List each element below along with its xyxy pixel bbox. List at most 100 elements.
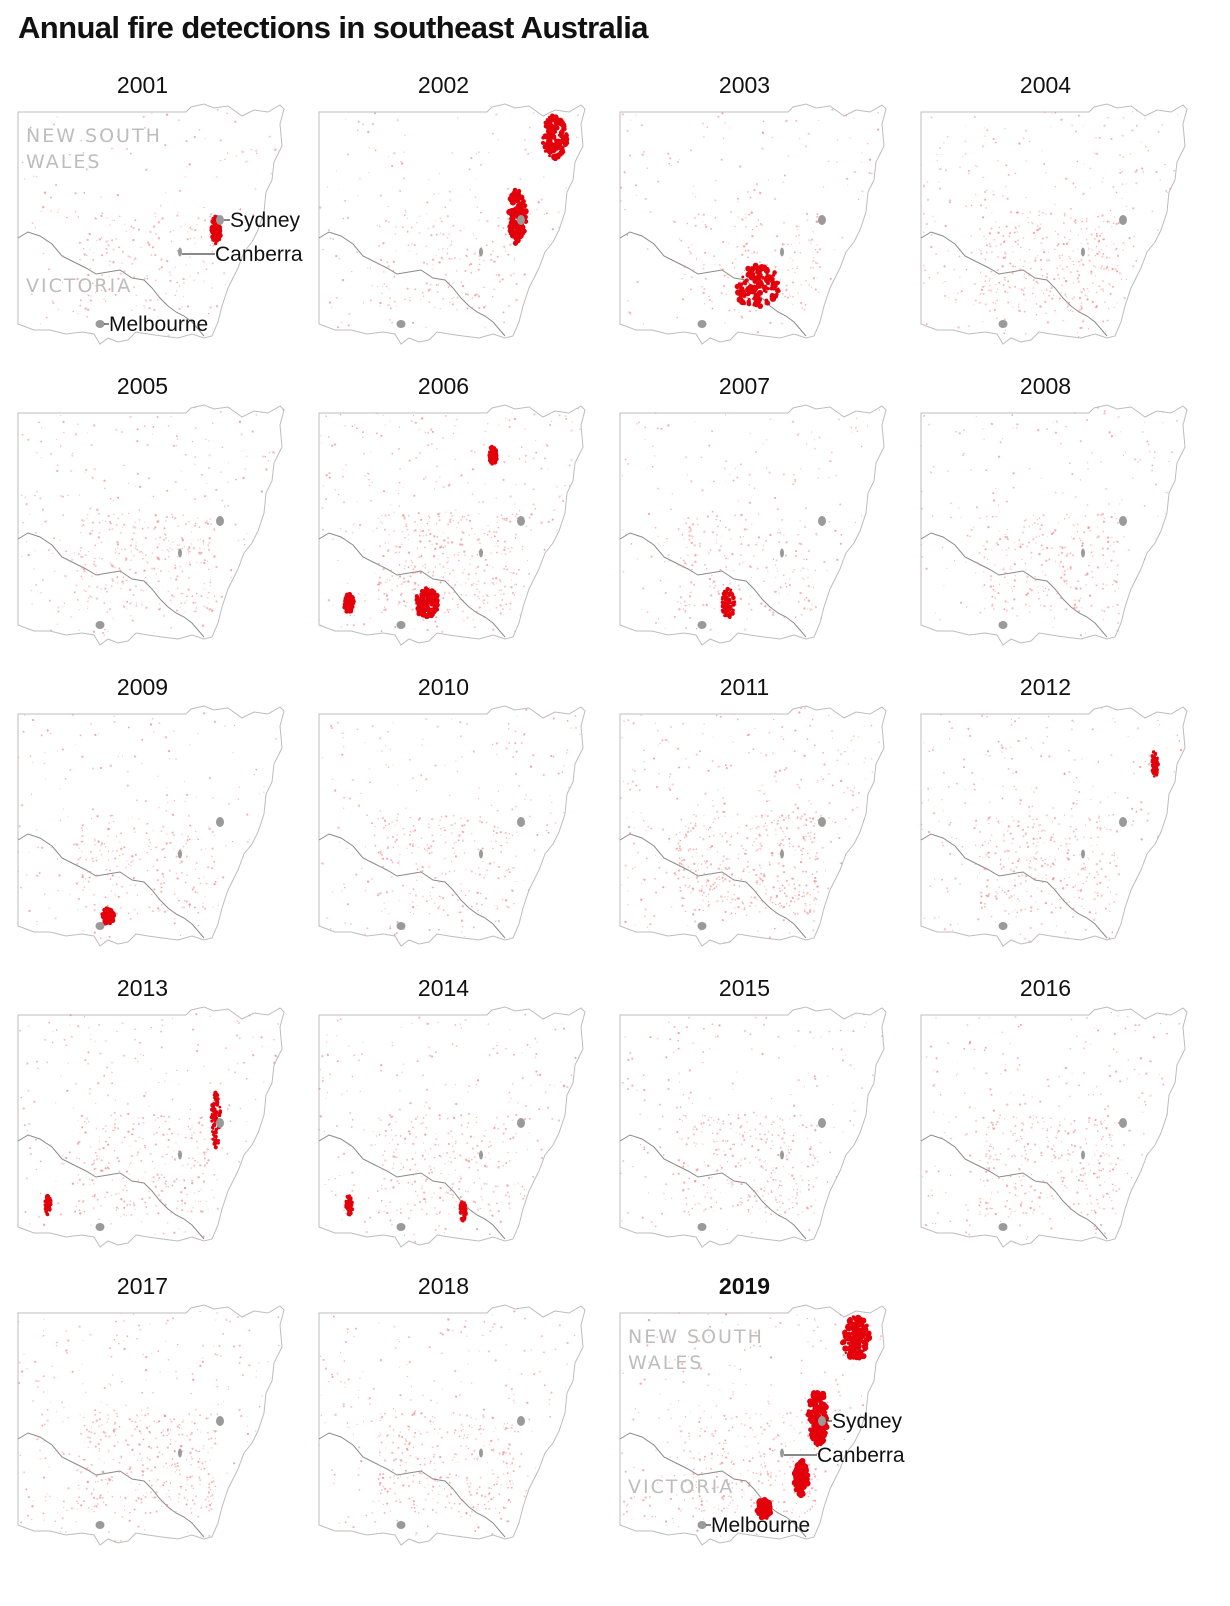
fire-dot xyxy=(320,625,321,626)
fire-dot xyxy=(382,286,383,287)
fire-dot xyxy=(689,617,691,619)
fire-dot xyxy=(228,803,230,805)
fire-dot xyxy=(232,752,233,753)
fire-dot xyxy=(654,455,655,456)
fire-dot xyxy=(454,870,455,871)
fire-dot xyxy=(389,580,390,581)
fire-dot xyxy=(49,600,51,602)
fire-dot xyxy=(101,588,102,589)
fire-dot xyxy=(137,895,138,896)
fire-dot xyxy=(977,562,979,564)
fire-dot xyxy=(60,445,61,446)
fire-dot xyxy=(420,774,422,776)
fire-dot xyxy=(236,155,238,157)
fire-dot xyxy=(109,529,111,531)
fire-dot xyxy=(806,219,808,221)
fire-dot xyxy=(792,260,793,261)
fire-dot xyxy=(1102,583,1104,585)
fire-dot xyxy=(857,430,859,432)
fire-dot xyxy=(993,586,995,588)
fire-dot xyxy=(948,250,949,251)
fire-dot xyxy=(924,269,926,271)
fire-dot xyxy=(119,753,120,754)
fire-dot xyxy=(143,116,145,118)
fire-dot xyxy=(509,419,511,421)
fire-dot xyxy=(479,816,481,818)
fire-dot xyxy=(1029,611,1031,613)
fire-dot xyxy=(1081,221,1083,223)
fire-dot xyxy=(535,508,537,510)
fire-dot xyxy=(644,426,646,428)
fire-dot xyxy=(986,251,988,253)
fire-dot xyxy=(499,590,500,591)
fire-dot xyxy=(1028,526,1030,528)
fire-dot xyxy=(440,828,442,830)
fire-dot xyxy=(181,860,183,862)
fire-dot xyxy=(410,575,412,577)
fire-dot xyxy=(135,486,136,487)
fire-dot xyxy=(1055,432,1057,434)
fire-dot xyxy=(209,518,211,520)
fire-dot xyxy=(135,884,136,885)
fire-dot xyxy=(713,581,715,583)
fire-dot xyxy=(396,932,398,934)
fire-dot xyxy=(751,567,752,568)
fire-dot xyxy=(476,153,477,154)
fire-dot xyxy=(758,513,759,514)
fire-dot xyxy=(775,564,777,566)
fire-dot xyxy=(425,476,426,477)
fire-dot xyxy=(1013,598,1015,600)
fire-dot xyxy=(378,852,380,854)
fire-dot xyxy=(699,545,701,547)
fire-dot xyxy=(524,139,526,141)
fire-dot xyxy=(727,274,729,276)
fire-dot xyxy=(345,425,346,426)
fire-dot xyxy=(638,422,640,424)
fire-dot xyxy=(479,873,481,875)
fire-dot xyxy=(743,536,744,537)
fire-dot xyxy=(409,297,410,298)
fire-dot xyxy=(818,292,819,293)
fire-dot xyxy=(798,601,800,603)
fire-dot xyxy=(444,881,446,883)
fire-dot xyxy=(104,917,109,922)
fire-dot xyxy=(982,586,983,587)
fire-dot xyxy=(94,909,96,911)
fire-dot xyxy=(265,468,267,470)
fire-dot xyxy=(395,839,397,841)
fire-dot xyxy=(154,526,156,528)
fire-dot xyxy=(391,453,393,455)
fire-dot xyxy=(172,268,173,269)
fire-dot xyxy=(462,926,463,927)
fire-dot xyxy=(484,582,486,584)
fire-dot xyxy=(497,540,499,542)
fire-dot xyxy=(396,834,398,836)
fire-dot xyxy=(533,413,535,415)
fire-dot xyxy=(1003,569,1005,571)
fire-dot xyxy=(363,302,364,303)
fire-dot xyxy=(776,559,778,561)
fire-dot xyxy=(153,496,155,498)
fire-dot xyxy=(498,139,499,140)
fire-dot xyxy=(461,825,463,827)
fire-dot xyxy=(478,598,480,600)
fire-dot xyxy=(440,820,441,821)
fire-dot xyxy=(549,424,551,426)
fire-dot xyxy=(392,270,394,272)
fire-dot xyxy=(213,797,214,798)
fire-dot xyxy=(795,120,797,122)
fire-dot xyxy=(422,896,424,898)
fire-dot xyxy=(162,873,164,875)
fire-dot xyxy=(785,289,787,291)
fire-dot xyxy=(762,132,764,134)
fire-dot xyxy=(431,898,432,899)
fire-dot xyxy=(460,474,462,476)
fire-dot xyxy=(99,532,101,534)
fire-dot xyxy=(92,808,94,810)
fire-dot xyxy=(187,305,189,307)
fire-dot xyxy=(211,848,213,850)
fire-dot xyxy=(130,861,132,863)
fire-dot xyxy=(146,823,148,825)
fire-dot xyxy=(949,201,951,203)
fire-dot xyxy=(239,787,240,788)
